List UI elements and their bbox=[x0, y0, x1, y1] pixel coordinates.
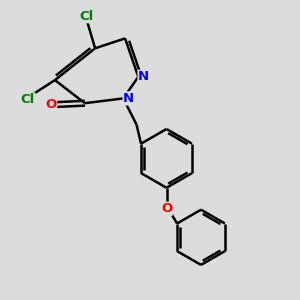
Text: Cl: Cl bbox=[80, 10, 94, 23]
Text: Cl: Cl bbox=[21, 93, 35, 106]
Text: N: N bbox=[123, 92, 134, 105]
Text: N: N bbox=[138, 70, 149, 83]
Text: O: O bbox=[161, 202, 172, 215]
Text: O: O bbox=[45, 98, 57, 111]
